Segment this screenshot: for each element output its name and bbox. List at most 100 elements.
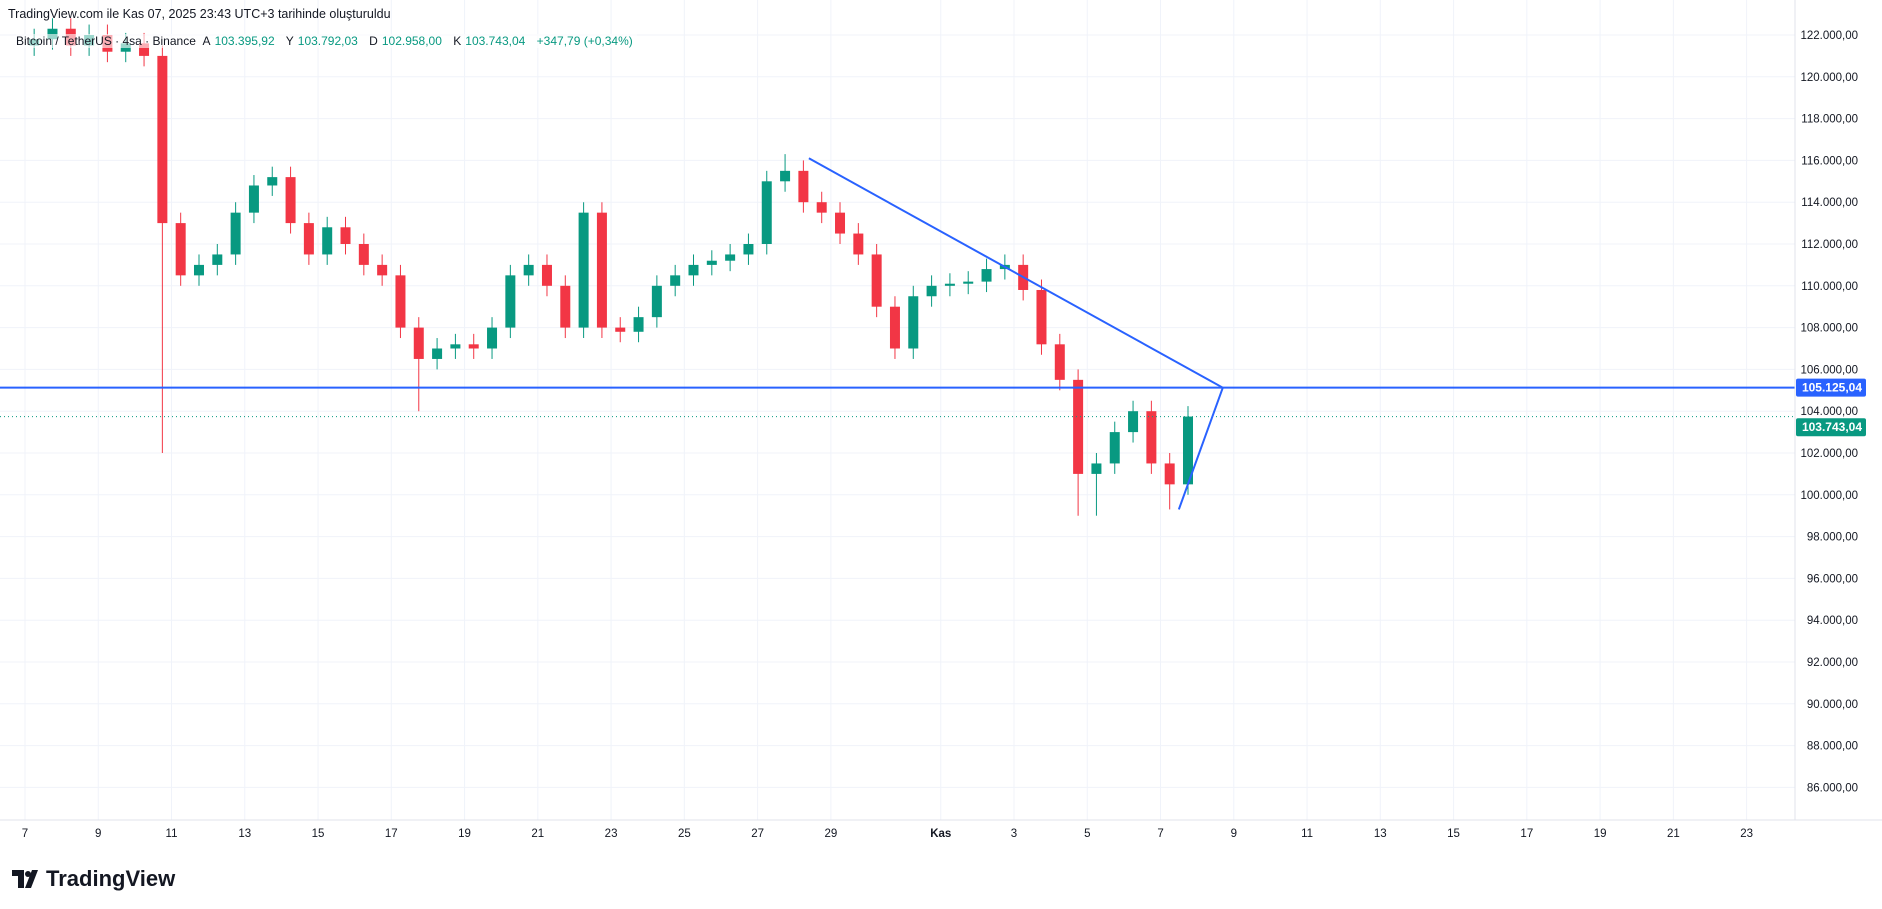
candle (157, 45, 168, 453)
time-tick-label: 13 (1374, 828, 1387, 840)
candle (505, 264, 516, 339)
high-label: Y (285, 34, 294, 48)
candle-body (578, 212, 589, 328)
candle (633, 306, 644, 343)
candle-body (1091, 463, 1102, 474)
candle (908, 285, 919, 359)
price-tick-label: 88.000,00 (1807, 741, 1858, 753)
candle-body (413, 327, 424, 359)
time-tick-label: 15 (312, 828, 325, 840)
candle-body (450, 344, 461, 349)
candle-body (688, 264, 699, 276)
drawings[interactable] (0, 157, 1795, 510)
candle (578, 202, 589, 339)
candle-body (139, 43, 150, 56)
candle-body (798, 170, 809, 203)
created-caption: TradingView.com ile Kas 07, 2025 23:43 U… (8, 7, 391, 21)
candle (560, 275, 571, 339)
candle (670, 264, 681, 297)
last-price-tag-bg (1796, 418, 1866, 437)
candle (1036, 279, 1047, 355)
candle (322, 216, 333, 265)
price-tick-label: 122.000,00 (1800, 30, 1858, 42)
candle-body (651, 285, 662, 318)
candle (212, 244, 223, 276)
candle (230, 202, 241, 265)
time-tick-label: 17 (1520, 828, 1533, 840)
price-tick-label: 92.000,00 (1807, 657, 1858, 669)
price-axis[interactable]: 122.000,00 120.000,00 118.000,00 116.000,00… (1800, 30, 1858, 794)
high-value: 103.792,03 (297, 34, 358, 48)
candle (193, 254, 204, 286)
candle-body (267, 177, 278, 186)
candle-body (981, 269, 992, 282)
candle (596, 202, 607, 339)
candle-body (963, 281, 974, 284)
tradingview-logo[interactable]: TradingView (12, 866, 175, 892)
candle (450, 333, 461, 359)
price-tick-label: 108.000,00 (1800, 323, 1858, 335)
candle (468, 333, 479, 359)
candle-body (1146, 411, 1157, 464)
price-tick-label: 94.000,00 (1807, 615, 1858, 627)
candle-body (322, 227, 333, 255)
time-tick-label: 3 (1011, 828, 1017, 840)
time-tick-label: 19 (458, 828, 471, 840)
candle (1146, 400, 1157, 474)
candle-body (1054, 344, 1065, 380)
candle-body (358, 244, 369, 265)
candle-body (193, 264, 204, 276)
candle (285, 166, 296, 234)
price-tick-label: 104.000,00 (1800, 406, 1858, 418)
trendline (808, 157, 1224, 389)
horizontal-line-price-tag-label: 105.125,04 (1802, 381, 1862, 395)
candle-body (377, 264, 388, 276)
close-label: K (453, 34, 462, 48)
symbol-name[interactable]: Bitcoin / TetherUS · 4sa · Binance (16, 34, 196, 48)
candle-body (853, 233, 864, 255)
candle-body (1183, 416, 1194, 485)
candle (853, 223, 864, 265)
time-tick-label: 23 (1740, 828, 1753, 840)
candle (1164, 453, 1175, 510)
candle-body (706, 260, 717, 265)
candle (1128, 400, 1139, 443)
candle (798, 160, 809, 213)
time-tick-label: 29 (824, 828, 837, 840)
candle (487, 317, 498, 359)
candle-body (303, 223, 314, 255)
candle-body (596, 212, 607, 328)
close-value: 103.743,04 (465, 34, 526, 48)
candle-body (1109, 432, 1120, 464)
time-axis[interactable]: 7 9 11 13 15 17 19 21 23 25 27 29 Kas 3 5 7 9 11 13 15 17 19 2… (22, 828, 1753, 840)
last-price-tag-label: 103.743,04 (1802, 420, 1862, 434)
candle (871, 244, 882, 318)
time-tick-label: 15 (1447, 828, 1460, 840)
price-tick-label: 106.000,00 (1800, 364, 1858, 376)
time-tick-label: 19 (1594, 828, 1607, 840)
candle (340, 216, 351, 255)
candle (395, 264, 406, 339)
low-label: D (369, 34, 378, 48)
horizontal-line-price-tag: 105.125,04 (1796, 378, 1866, 397)
candle-body (432, 348, 443, 359)
candle-body (1164, 463, 1175, 485)
candle (1183, 406, 1194, 495)
symbol-legend: Bitcoin / TetherUS · 4sa · Binance A 103.… (16, 34, 637, 48)
logo-text: TradingView (46, 866, 176, 891)
candle-body (395, 275, 406, 328)
candle (963, 271, 974, 295)
candle-body (670, 275, 681, 286)
candle-body (468, 344, 479, 349)
candle-body (47, 28, 58, 40)
candle (1109, 421, 1120, 474)
candle-body (780, 170, 791, 182)
candle (358, 233, 369, 276)
candle (175, 212, 186, 286)
candle-body (230, 212, 241, 255)
candle (523, 254, 534, 286)
time-tick-label: 7 (22, 828, 28, 840)
candle-body (212, 254, 223, 265)
time-tick-label: 5 (1084, 828, 1090, 840)
